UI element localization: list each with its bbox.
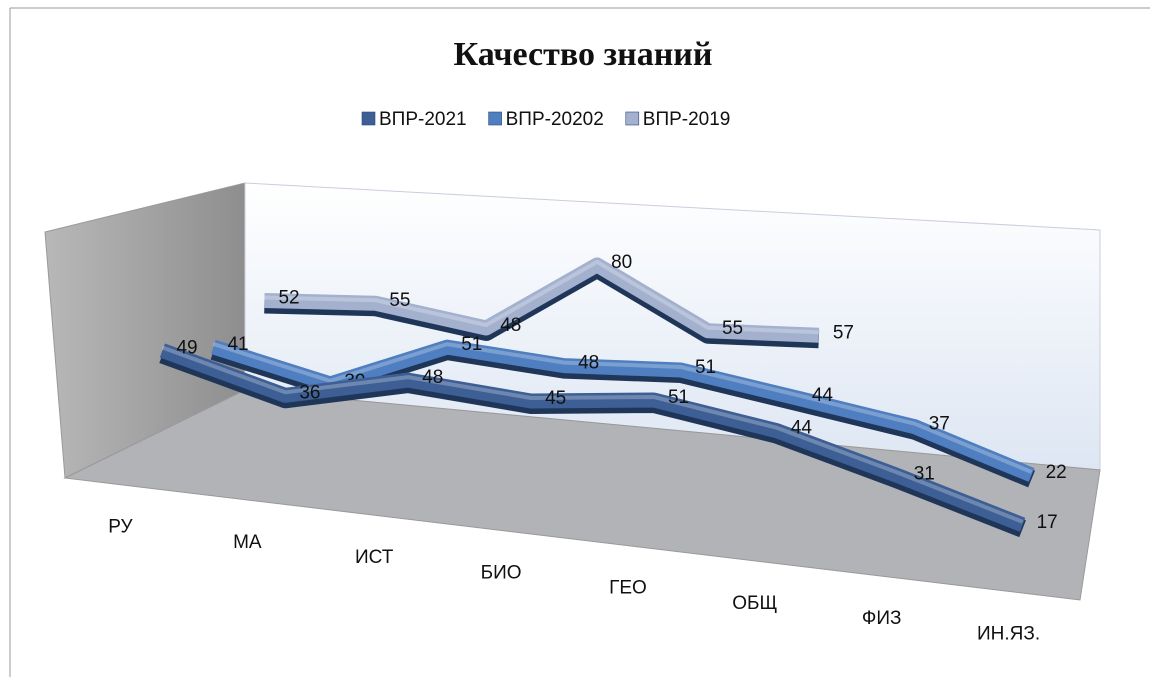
data-label: 37 bbox=[929, 414, 950, 435]
x-tick-label: ГЕО bbox=[609, 578, 647, 599]
data-label: 51 bbox=[668, 387, 689, 408]
data-label: 80 bbox=[611, 252, 632, 273]
data-label: 51 bbox=[461, 334, 482, 355]
data-label: 55 bbox=[389, 290, 410, 311]
data-label: 36 bbox=[299, 382, 320, 403]
data-label: 44 bbox=[812, 385, 834, 406]
data-label: 45 bbox=[545, 388, 566, 409]
legend-label: ВПР-20202 bbox=[506, 109, 604, 130]
x-tick-label: ИН.ЯЗ. bbox=[977, 623, 1040, 644]
data-label: 49 bbox=[176, 337, 197, 358]
ribbon-highlight bbox=[264, 259, 819, 335]
x-tick-label: РУ bbox=[108, 517, 133, 538]
data-label: 44 bbox=[791, 418, 813, 439]
legend-swatch bbox=[625, 111, 640, 126]
data-label: 48 bbox=[422, 367, 443, 388]
data-label: 57 bbox=[833, 322, 854, 343]
data-label: 51 bbox=[695, 357, 716, 378]
line bbox=[211, 339, 1035, 482]
x-tick-label: ОБЩ bbox=[732, 593, 777, 614]
data-label: 22 bbox=[1046, 462, 1067, 483]
legend-label: ВПР-2021 bbox=[379, 109, 467, 130]
ribbon-highlight bbox=[212, 342, 1033, 474]
data-label: 48 bbox=[500, 315, 521, 336]
legend-label: ВПР-2019 bbox=[643, 109, 731, 130]
ribbon-highlight bbox=[161, 345, 1024, 524]
data-label: 41 bbox=[227, 334, 248, 355]
chart-title: Качество знаний bbox=[454, 36, 713, 73]
x-tick-label: МА bbox=[233, 532, 262, 553]
floor bbox=[63, 389, 1101, 601]
data-label: 17 bbox=[1037, 512, 1058, 533]
line bbox=[264, 257, 820, 343]
legend-swatch bbox=[361, 111, 376, 126]
x-tick-label: БИО bbox=[481, 562, 522, 583]
x-tick-label: ФИЗ bbox=[862, 608, 902, 629]
data-label: 48 bbox=[578, 353, 599, 374]
x-tick-label: ИСТ bbox=[355, 547, 394, 568]
legend-swatch bbox=[488, 111, 502, 126]
data-label: 55 bbox=[722, 318, 743, 339]
line bbox=[159, 343, 1026, 532]
legend: ВПР-2021 ВПР-20202 ВПР-2019 bbox=[361, 109, 731, 130]
data-label: 31 bbox=[914, 463, 935, 484]
data-label: 52 bbox=[278, 288, 299, 309]
